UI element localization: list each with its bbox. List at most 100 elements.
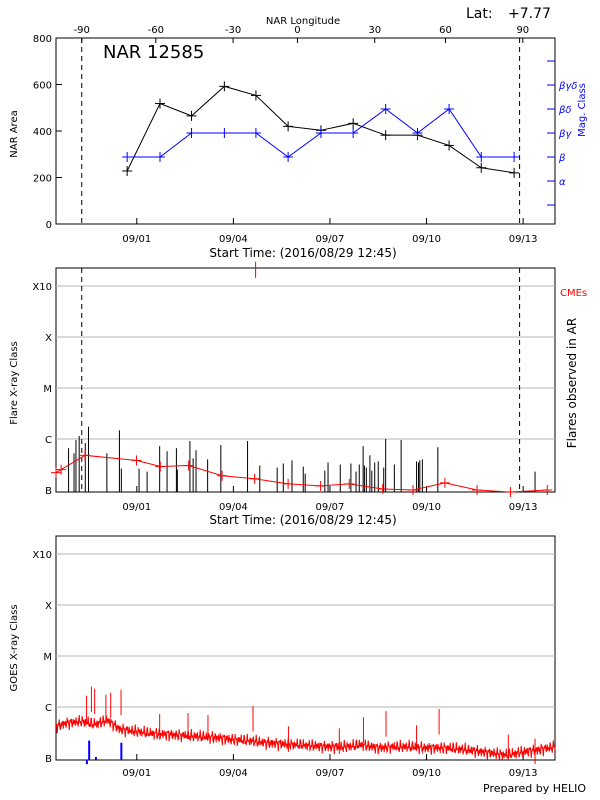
panel1-frame	[55, 37, 556, 225]
panel3-ytick-label-2: M	[43, 652, 52, 663]
mag-class-point-7	[348, 128, 359, 138]
area-point-11	[476, 162, 487, 173]
panel1-series	[81, 38, 521, 224]
panel3-ticks: B C M X X10 09/01 09/04 09/07 09/10 09/13	[32, 550, 537, 779]
panel2-xtick-label-3: 09/10	[412, 502, 441, 513]
goes-track-point-4	[155, 461, 166, 472]
goes-track-point-3	[131, 455, 142, 466]
panel1-xtick-label-1: 09/04	[219, 234, 248, 245]
goes-track-point-13	[439, 477, 450, 488]
panel2-xtick-label-1: 09/04	[219, 502, 248, 513]
mag-class-point-0	[122, 152, 133, 162]
panel3-xtick-label-0: 09/01	[122, 768, 151, 779]
mag-class-point-6	[315, 128, 326, 138]
area-point-7	[348, 118, 359, 129]
mag-class-point-3	[219, 128, 230, 138]
goes-track-point-5	[183, 460, 194, 471]
mag-class-point-9	[412, 128, 423, 138]
goes-track-point-12	[408, 485, 419, 495]
panel1-mag-label-2: βγ	[558, 129, 572, 140]
goes-track-point-11	[377, 483, 388, 494]
mag-class-point-2	[186, 128, 197, 138]
goes-track-point-10	[344, 478, 355, 489]
goes-track-point-6	[217, 470, 228, 481]
goes-track-point-14	[472, 485, 483, 495]
area-point-8	[380, 130, 391, 141]
panel1-lon-tick-label-0: -90	[74, 25, 90, 36]
panel1-lon-tick-label-2: -30	[225, 25, 241, 36]
goes-track-point-0	[51, 467, 61, 478]
panel1-y-axis-label: NAR Area	[9, 110, 20, 157]
panel3-ytick-label-0: B	[45, 754, 52, 765]
panel1-mag-label-3: βδ	[558, 105, 572, 116]
panel1-lon-tick-label-4: 30	[368, 25, 381, 36]
panel2-ytick-label-4: X10	[32, 282, 52, 293]
panel3-ytick-label-1: C	[45, 703, 52, 714]
goes-track-point-7	[249, 473, 260, 484]
area-point-10	[444, 140, 455, 151]
goes-track-point-16	[542, 485, 553, 495]
panel2-xtick-label-2: 09/07	[316, 502, 345, 513]
latitude-value: +7.77	[508, 6, 551, 22]
panel3-xtick-label-2: 09/07	[316, 768, 345, 779]
panel2-series	[51, 261, 553, 498]
goes-track-point-2	[79, 450, 90, 461]
panel1-x-axis-label: Start Time: (2016/08/29 12:45)	[209, 246, 396, 260]
panel2-legend-cmes: CMEs	[560, 288, 587, 299]
area-point-2	[186, 110, 197, 121]
mag-class-point-12	[509, 152, 520, 162]
panel1-ytick-label-1: 200	[33, 174, 52, 185]
panel2-frame	[55, 267, 556, 493]
panel-flare-class: Flare X-ray Class Flares observed in AR …	[9, 261, 587, 527]
goes-flux-line	[55, 715, 556, 760]
panel1-top-axis-label: NAR Longitude	[266, 16, 340, 27]
panel1-lon-tick-label-3: 0	[294, 25, 300, 36]
area-point-12	[509, 167, 520, 178]
goes-track-point-8	[283, 478, 294, 489]
panel1-ytick-label-3: 600	[33, 81, 52, 92]
mag-class-point-11	[476, 152, 487, 162]
panel2-xtick-label-0: 09/01	[122, 502, 151, 513]
mag-class-point-8	[380, 104, 391, 114]
panel3-grid	[56, 553, 555, 708]
mag-class-point-10	[444, 104, 455, 114]
panel2-grid	[56, 285, 555, 440]
panel2-y2-axis-label: Flares observed in AR	[565, 318, 579, 448]
panel1-lon-tick-label-5: 60	[439, 25, 452, 36]
panel-nar-area: NAR 12585 NAR Longitude NAR Area Mag. Cl…	[9, 16, 588, 260]
mag-class-point-4	[250, 128, 261, 138]
panel1-lon-tick-label-1: -60	[148, 25, 164, 36]
panel2-ytick-label-1: C	[45, 435, 52, 446]
panel1-mag-label-4: βγδ	[558, 81, 577, 92]
panel2-ticks: B C M X X10 09/01 09/04 09/07 09/10 09/13	[32, 282, 537, 513]
panel1-xtick-label-4: 09/13	[509, 234, 538, 245]
panel3-y-axis-label: GOES X-ray Class	[9, 604, 20, 691]
mag-class-point-1	[154, 152, 165, 162]
panel1-lon-tick-label-6: 90	[516, 25, 529, 36]
panel1-ytick-label-0: 0	[46, 220, 52, 231]
goes-track-point-9	[315, 480, 326, 491]
panel2-y-axis-label: Flare X-ray Class	[9, 341, 20, 425]
panel3-ytick-label-3: X	[45, 601, 52, 612]
area-point-5	[283, 121, 294, 132]
goes-track-point-15	[505, 487, 516, 498]
panel3-xtick-label-3: 09/10	[412, 768, 441, 779]
area-point-4	[250, 90, 261, 101]
panel3-xtick-label-4: 09/13	[509, 768, 538, 779]
panel3-series	[55, 686, 556, 765]
panel-goes-flux: GOES X-ray Class B C M X X10 09/01 09/04 09/07 0…	[9, 535, 556, 779]
panel2-ytick-label-0: B	[45, 486, 52, 497]
panel1-xtick-label-0: 09/01	[122, 234, 151, 245]
panel1-xtick-label-2: 09/07	[316, 234, 345, 245]
panel3-ytick-label-4: X10	[32, 550, 52, 561]
latitude-label: Lat:	[466, 6, 493, 22]
panel2-ytick-label-2: M	[43, 384, 52, 395]
panel3-xtick-label-1: 09/04	[219, 768, 248, 779]
panel2-xtick-label-4: 09/13	[509, 502, 538, 513]
panel2-ytick-label-3: X	[45, 333, 52, 344]
panel1-ytick-label-2: 400	[33, 127, 52, 138]
area-point-1	[154, 98, 165, 109]
credit-text: Prepared by HELIO	[483, 782, 586, 795]
